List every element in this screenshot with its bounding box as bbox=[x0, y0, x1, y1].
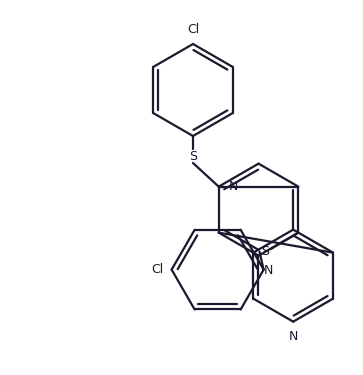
Text: S: S bbox=[261, 245, 269, 258]
Text: Cl: Cl bbox=[151, 263, 164, 276]
Text: N: N bbox=[264, 264, 273, 277]
Text: S: S bbox=[189, 150, 197, 162]
Text: Cl: Cl bbox=[187, 23, 199, 36]
Text: N: N bbox=[229, 180, 238, 193]
Text: N: N bbox=[289, 330, 298, 343]
